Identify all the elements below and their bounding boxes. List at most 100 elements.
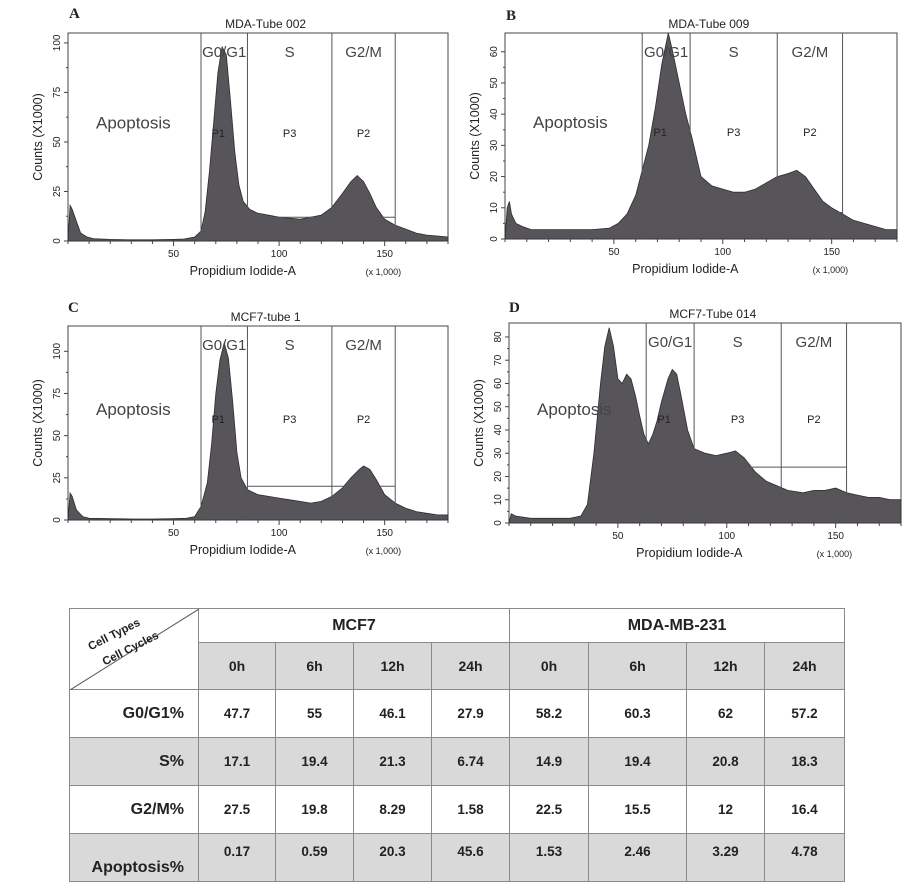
y-tick-label: 60	[489, 46, 500, 58]
y-tick-label: 50	[52, 136, 63, 148]
table-cell: 18.3	[763, 737, 846, 786]
table-cell: 14.9	[509, 737, 589, 786]
phase-label-s: S	[729, 44, 739, 61]
hour-header: 24h	[431, 642, 510, 690]
hour-header: 12h	[686, 642, 765, 690]
y-tick-label: 50	[489, 77, 500, 89]
y-tick-label: 100	[52, 34, 63, 51]
x-axis-unit: (x 1,000)	[817, 549, 853, 559]
y-tick-label: 10	[493, 494, 504, 506]
hour-header: 6h	[588, 642, 687, 690]
x-axis-unit: (x 1,000)	[366, 546, 402, 556]
gate-label-p3: P3	[283, 128, 296, 140]
phase-label-s: S	[285, 44, 295, 61]
table-cell: 0.59	[275, 833, 354, 882]
table-cell: 12	[686, 785, 765, 834]
hour-header: 0h	[509, 642, 589, 690]
table-cell: 17.1	[198, 737, 276, 786]
phase-label-g2m: G2/M	[345, 337, 382, 354]
corner-diagonal	[70, 609, 199, 690]
row-label: G0/G1%	[69, 689, 199, 738]
y-axis-label: Counts (X1000)	[468, 92, 482, 180]
table-row-apoptosis: Apoptosis% 0.17 0.59 20.3 45.6 1.53 2.46…	[69, 833, 846, 882]
x-axis-label: Propidium Iodide-A	[190, 264, 297, 278]
x-tick-label: 150	[376, 249, 393, 260]
panel-title: MCF7-Tube 014	[669, 307, 756, 321]
gate-label-p1: P1	[653, 127, 666, 139]
phase-label-g0g1: G0/G1	[644, 44, 688, 61]
gate-label-p3: P3	[727, 127, 740, 139]
x-axis-label: Propidium Iodide-A	[190, 543, 297, 557]
phase-label-apoptosis: Apoptosis	[96, 400, 171, 419]
y-tick-label: 0	[489, 236, 500, 242]
y-tick-label: 0	[52, 517, 63, 523]
y-tick-label: 20	[489, 171, 500, 183]
histogram-panel-b: B MDA-Tube 009 P1 P3 P2 G0/G1 S G2/M Apoptosis 0 1…	[456, 0, 912, 290]
y-tick-label: 50	[52, 430, 63, 442]
x-tick-label: 100	[271, 249, 288, 260]
table-cell: 1.58	[431, 785, 510, 834]
gate-label-p1: P1	[211, 414, 224, 426]
x-tick-label: 50	[608, 247, 620, 258]
group-header-mda-mb-231: MDA-MB-231	[508, 608, 846, 643]
histogram-area	[67, 341, 449, 521]
table-cell: 20.3	[353, 833, 432, 882]
x-axis-label: Propidium Iodide-A	[632, 262, 739, 276]
y-tick-label: 75	[52, 86, 63, 98]
group-header-mcf7: MCF7	[198, 608, 510, 643]
y-tick-label: 0	[493, 520, 504, 526]
table-cell: 1.53	[509, 833, 589, 882]
phase-label-g0g1: G0/G1	[648, 334, 692, 351]
table-row-g0g1: G0/G1% 47.7 55 46.1 27.9 58.2 60.3 62 57…	[69, 689, 846, 738]
y-axis-label: Counts (X1000)	[31, 379, 45, 467]
histogram-panel-a: A MDA-Tube 002 P1 P3 P2 G0/G1 S G2/M Apoptosis 0 2…	[0, 0, 456, 290]
y-tick-label: 25	[52, 185, 63, 197]
gate-label-p2: P2	[357, 414, 370, 426]
gate-label-p3: P3	[731, 414, 744, 426]
hour-header: 24h	[763, 642, 846, 690]
table-cell: 45.6	[431, 833, 510, 882]
table-cell: 2.46	[588, 833, 687, 882]
table-cell: 22.5	[509, 785, 589, 834]
gate-label-p2: P2	[807, 414, 820, 426]
phase-label-apoptosis: Apoptosis	[533, 113, 608, 132]
hour-header: 6h	[275, 642, 354, 690]
phase-label-s: S	[733, 334, 743, 351]
table-cell: 19.8	[275, 785, 354, 834]
histogram-area	[508, 327, 902, 524]
y-tick-label: 100	[52, 343, 63, 360]
table-cell: 55	[275, 689, 354, 738]
panel-title: MDA-Tube 002	[225, 17, 306, 31]
panel-title: MCF7-tube 1	[231, 310, 301, 324]
x-tick-label: 150	[823, 247, 840, 258]
x-tick-label: 50	[168, 528, 180, 539]
x-axis-label: Propidium Iodide-A	[636, 546, 743, 560]
gate-label-p1: P1	[657, 414, 670, 426]
cell-cycle-table: Cell Types Cell Cycles MCF7 MDA-MB-231 0…	[69, 608, 846, 882]
x-tick-label: 100	[718, 531, 735, 542]
y-tick-label: 40	[489, 108, 500, 120]
y-tick-label: 80	[493, 331, 504, 343]
table-cell: 8.29	[353, 785, 432, 834]
y-tick-label: 25	[52, 472, 63, 484]
row-label: G2/M%	[69, 785, 199, 834]
table-row-g2m: G2/M% 27.5 19.8 8.29 1.58 22.5 15.5 12 1…	[69, 785, 846, 834]
x-tick-label: 100	[714, 247, 731, 258]
gate-label-p2: P2	[803, 127, 816, 139]
table-cell: 4.78	[763, 833, 846, 882]
table-cell: 47.7	[198, 689, 276, 738]
y-axis-label: Counts (X1000)	[472, 379, 486, 467]
table-cell: 27.5	[198, 785, 276, 834]
histogram-panel-d: D MCF7-Tube 014 P1 P3 P2 G0/G1 S G2/M Apoptosis 0…	[456, 290, 912, 586]
phase-label-g0g1: G0/G1	[202, 337, 246, 354]
y-tick-label: 30	[493, 447, 504, 459]
phase-label-apoptosis: Apoptosis	[96, 114, 171, 133]
plot-frame	[67, 325, 449, 521]
table-cell: 16.4	[763, 785, 846, 834]
table-corner-header: Cell Types Cell Cycles	[69, 608, 199, 690]
hour-header: 12h	[353, 642, 432, 690]
phase-label-g2m: G2/M	[345, 44, 382, 61]
panel-label: C	[68, 300, 79, 316]
table-cell: 19.4	[275, 737, 354, 786]
table-cell: 6.74	[431, 737, 510, 786]
